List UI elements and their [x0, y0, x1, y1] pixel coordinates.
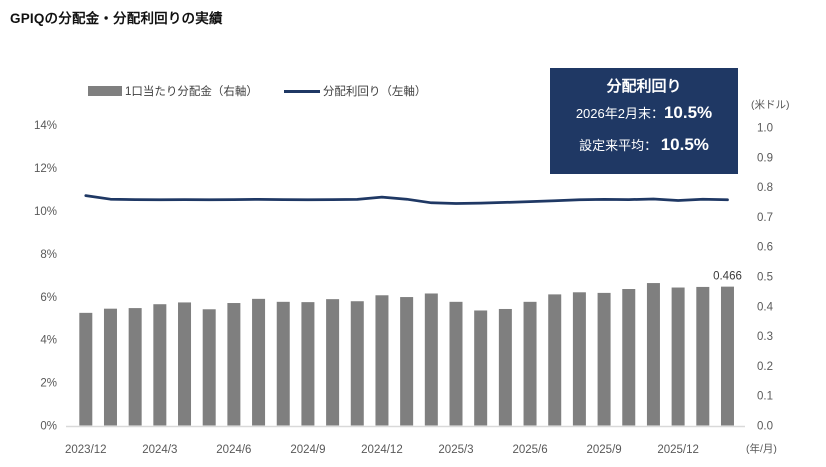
- legend-item-bar: 1口当たり分配金（右軸）: [88, 83, 258, 99]
- distribution-bar: [597, 292, 611, 426]
- distribution-bar: [79, 312, 93, 426]
- right-axis-tick: 0.7: [757, 212, 773, 224]
- left-axis-tick: 12%: [34, 163, 57, 175]
- chart-legend: 1口当たり分配金（右軸） 分配利回り（左軸）: [88, 83, 426, 99]
- x-axis-tick: 2024/3: [142, 444, 177, 456]
- distribution-bar: [276, 301, 290, 426]
- info-box-latest-label: 2026年2月末：: [575, 106, 664, 121]
- left-axis-tick: 6%: [40, 292, 57, 304]
- distribution-bar: [227, 303, 241, 426]
- distribution-bar: [622, 289, 636, 426]
- info-box-title: 分配利回り: [606, 78, 682, 95]
- distribution-bar: [103, 308, 117, 426]
- right-axis-tick: 0.6: [757, 242, 773, 254]
- distribution-bar: [375, 295, 389, 426]
- left-axis-tick: 14%: [34, 120, 57, 132]
- distribution-bar: [474, 310, 488, 426]
- distribution-bar: [646, 283, 660, 426]
- distribution-bar: [572, 292, 586, 426]
- page-title: GPIQの分配金・分配利回りの実績: [10, 11, 223, 26]
- left-axis-tick: 10%: [34, 206, 57, 218]
- x-axis-tick: 2025/3: [438, 444, 473, 456]
- bar-swatch-icon: [88, 86, 122, 96]
- line-swatch-icon: [283, 89, 320, 93]
- left-axis-tick: 8%: [40, 249, 57, 261]
- right-axis-tick: 0.0: [757, 421, 773, 433]
- info-box-average-label: 設定来平均：: [579, 138, 661, 153]
- left-axis-tick: 2%: [40, 378, 57, 390]
- distribution-bar: [153, 304, 167, 426]
- right-axis-tick: 0.5: [757, 272, 773, 284]
- distribution-bar: [720, 286, 734, 426]
- info-box-latest-value: 10.5%: [663, 103, 713, 122]
- distribution-bar: [498, 308, 512, 426]
- left-axis-tick: 0%: [40, 421, 57, 433]
- x-axis-tick: 2025/6: [512, 444, 547, 456]
- distribution-bar: [696, 286, 710, 426]
- x-axis-tick: 2023/12: [65, 444, 107, 456]
- distribution-bar: [128, 308, 142, 426]
- distribution-bar: [548, 294, 562, 426]
- distribution-bar: [301, 302, 315, 426]
- right-axis-tick: 0.1: [757, 391, 773, 403]
- x-axis-tick: 2025/9: [586, 444, 621, 456]
- right-axis-tick: 1.0: [757, 123, 773, 135]
- legend-item-line: 分配利回り（左軸）: [283, 83, 427, 99]
- distribution-bar: [671, 287, 685, 426]
- distribution-bar: [350, 301, 364, 426]
- right-axis-unit-label: (米ドル): [751, 99, 790, 111]
- distribution-bar: [523, 301, 537, 426]
- distribution-bar: [400, 297, 414, 426]
- right-axis-tick: 0.2: [757, 361, 773, 373]
- distribution-bar: [449, 301, 463, 426]
- distribution-bar: [178, 302, 192, 426]
- distribution-bar: [326, 299, 340, 426]
- legend-line-label: 分配利回り（左軸）: [322, 86, 427, 98]
- right-axis-tick: 0.8: [757, 182, 773, 194]
- x-axis-unit-label: (年/月): [746, 443, 777, 455]
- x-axis-tick: 2024/6: [216, 444, 251, 456]
- last-bar-value-label: 0.466: [713, 271, 742, 283]
- right-axis-tick: 0.3: [757, 331, 773, 343]
- legend-bar-label: 1口当たり分配金（右軸）: [125, 86, 258, 98]
- distribution-bar: [424, 293, 438, 426]
- info-box-average-row: 設定来平均： 10.5%: [550, 129, 738, 161]
- x-axis-tick: 2024/9: [290, 444, 325, 456]
- info-box-average-value: 10.5%: [660, 135, 709, 154]
- x-axis-tick: 2025/12: [657, 444, 699, 456]
- yield-line: [84, 194, 729, 205]
- distribution-bar: [202, 309, 216, 426]
- x-axis-tick: 2024/12: [361, 444, 403, 456]
- yield-info-box: 分配利回り 2026年2月末：10.5% 設定来平均： 10.5%: [550, 68, 738, 174]
- right-axis-tick: 0.9: [757, 152, 773, 164]
- distribution-bar: [252, 298, 266, 426]
- left-axis-tick: 4%: [40, 335, 57, 347]
- info-box-row-latest: 2026年2月末：10.5%: [550, 97, 738, 129]
- right-axis-tick: 0.4: [757, 301, 774, 313]
